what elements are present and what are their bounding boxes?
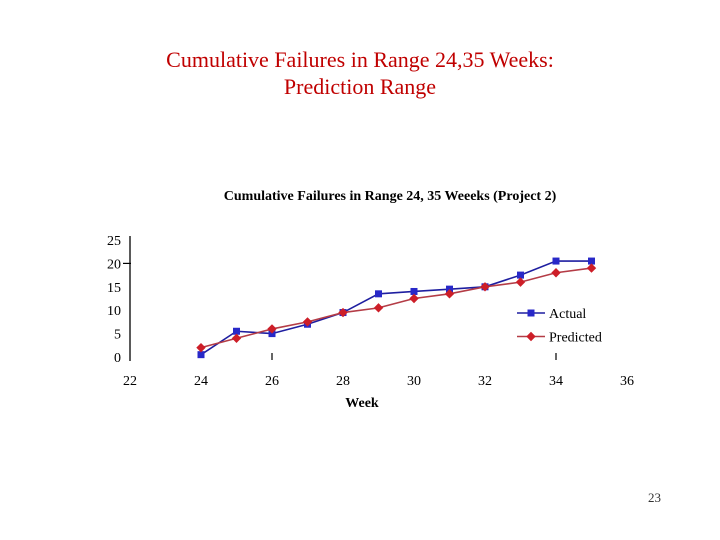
x-tick-label: 30 bbox=[407, 374, 421, 389]
x-tick-label: 28 bbox=[336, 374, 350, 389]
predicted-marker-icon bbox=[373, 303, 384, 313]
page-number: 23 bbox=[648, 490, 661, 505]
predicted-marker-icon bbox=[267, 324, 277, 334]
predicted-line bbox=[200, 267, 592, 349]
predicted-marker-icon bbox=[515, 277, 526, 287]
data-series bbox=[196, 257, 597, 359]
slide-title: Cumulative Failures in Range 24,35 Weeks… bbox=[0, 46, 720, 100]
slide-title-line1: Cumulative Failures in Range 24,35 Weeks… bbox=[166, 47, 554, 72]
legend-item-predicted: Predicted bbox=[517, 331, 602, 346]
chart-title: Cumulative Failures in Range 24, 35 Weee… bbox=[224, 189, 557, 204]
predicted-marker-icon bbox=[196, 342, 206, 353]
predicted-marker-icon bbox=[409, 293, 419, 304]
slide-title-line2: Prediction Range bbox=[283, 74, 437, 99]
predicted-marker-icon bbox=[551, 268, 561, 278]
actual-marker-icon bbox=[588, 257, 595, 265]
actual-marker-icon bbox=[197, 351, 205, 359]
x-tick-label: 26 bbox=[265, 374, 279, 389]
x-tick-label: 24 bbox=[194, 374, 208, 389]
x-tick-label: 34 bbox=[549, 374, 563, 389]
axes: 0 5 10 15 20 25 22 24 26 28 30 32 34 36 bbox=[107, 234, 634, 389]
actual-line bbox=[200, 260, 592, 356]
y-tick-label: 10 bbox=[107, 304, 121, 319]
predicted-marker-icon bbox=[586, 263, 597, 273]
predicted-marker-icon bbox=[231, 333, 242, 343]
y-tick-label: 20 bbox=[107, 257, 121, 272]
square-marker-icon bbox=[527, 309, 535, 317]
legend-label: Predicted bbox=[549, 331, 602, 346]
actual-marker-icon bbox=[233, 327, 240, 335]
y-tick-label: 25 bbox=[107, 234, 121, 249]
x-tick-label: 22 bbox=[123, 374, 137, 389]
legend: Actual Predicted bbox=[517, 307, 602, 346]
y-tick-label: 15 bbox=[107, 281, 121, 296]
x-tick-label: 32 bbox=[478, 374, 492, 389]
legend-label: Actual bbox=[549, 307, 586, 322]
diamond-marker-icon bbox=[526, 331, 536, 342]
x-tick-label: 36 bbox=[620, 374, 634, 389]
y-tick-label: 0 bbox=[114, 351, 121, 366]
predicted-marker-icon bbox=[302, 317, 313, 327]
actual-marker-icon bbox=[552, 257, 560, 265]
actual-marker-icon bbox=[517, 271, 524, 279]
actual-marker-icon bbox=[375, 290, 382, 298]
predicted-marker-icon bbox=[444, 289, 455, 299]
legend-item-actual: Actual bbox=[517, 307, 586, 322]
x-axis-title: Week bbox=[345, 396, 379, 411]
actual-marker-icon bbox=[410, 287, 418, 295]
predicted-marker-icon bbox=[338, 307, 348, 318]
y-tick-label: 5 bbox=[114, 328, 121, 343]
predicted-marker-icon bbox=[480, 282, 490, 292]
